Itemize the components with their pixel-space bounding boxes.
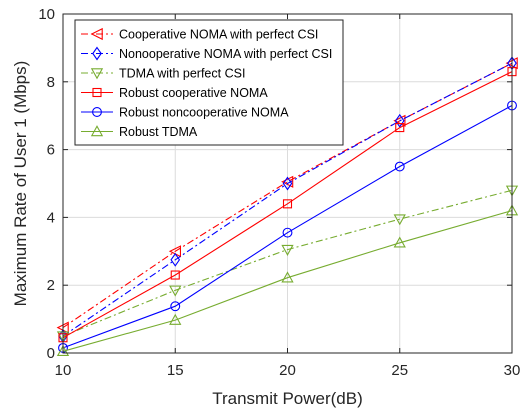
legend-item: Robust TDMA bbox=[81, 125, 198, 139]
data-point-marker bbox=[170, 252, 181, 267]
legend-item: Robust cooperative NOMA bbox=[81, 86, 268, 100]
series-line bbox=[62, 210, 513, 352]
data-point-marker bbox=[282, 199, 293, 209]
y-tick-label: 4 bbox=[47, 209, 55, 226]
data-point-marker bbox=[56, 344, 70, 357]
x-tick-label: 30 bbox=[504, 362, 521, 379]
y-tick-label: 2 bbox=[47, 277, 55, 294]
y-axis-label: Maximum Rate of User 1 (Mbps) bbox=[11, 61, 30, 307]
data-point-marker bbox=[169, 313, 182, 325]
data-point-marker bbox=[394, 161, 405, 172]
y-tick-label: 10 bbox=[38, 6, 55, 23]
x-tick-label: 15 bbox=[167, 362, 184, 379]
legend-item: Nonooperative NOMA with perfect CSI bbox=[81, 46, 332, 61]
x-tick-label: 25 bbox=[391, 362, 408, 379]
data-point-marker bbox=[394, 113, 405, 128]
data-point-marker bbox=[170, 270, 180, 280]
data-point-marker bbox=[170, 301, 181, 312]
legend-label: Robust noncooperative NOMA bbox=[119, 106, 289, 120]
series-line bbox=[62, 105, 513, 349]
data-point-marker bbox=[395, 123, 405, 133]
y-tick-label: 0 bbox=[47, 345, 55, 362]
data-point-marker bbox=[393, 214, 406, 226]
data-point-marker bbox=[169, 285, 182, 297]
legend-marker bbox=[90, 125, 104, 137]
data-point-marker bbox=[282, 227, 293, 238]
series-line bbox=[62, 62, 513, 337]
legend-item: TDMA with perfect CSI bbox=[81, 67, 245, 81]
legend-label: Cooperative NOMA with perfect CSI bbox=[119, 28, 318, 42]
data-point-marker bbox=[393, 236, 406, 248]
series-6 bbox=[56, 204, 519, 357]
series-line bbox=[62, 71, 513, 339]
legend-marker bbox=[92, 87, 102, 98]
x-axis-label: Transmit Power(dB) bbox=[212, 389, 363, 408]
legend-marker bbox=[92, 107, 102, 117]
series-line bbox=[62, 189, 513, 337]
legend-label: Nonooperative NOMA with perfect CSI bbox=[119, 47, 332, 61]
legend-box bbox=[74, 19, 344, 146]
data-point-marker bbox=[282, 176, 293, 191]
series-layer bbox=[56, 56, 519, 357]
legend-label: Robust cooperative NOMA bbox=[119, 86, 268, 100]
legend-marker bbox=[90, 68, 104, 80]
legend-item: Cooperative NOMA with perfect CSI bbox=[81, 28, 318, 42]
series-line bbox=[62, 62, 513, 329]
legend: Cooperative NOMA with perfect CSI Nonoope… bbox=[74, 19, 344, 146]
y-tick-label: 6 bbox=[47, 142, 55, 159]
legend-marker bbox=[92, 46, 102, 61]
y-tick-label: 8 bbox=[47, 74, 55, 91]
data-point-marker bbox=[281, 271, 294, 283]
x-tick-label: 20 bbox=[279, 362, 296, 379]
legend-label: Robust TDMA bbox=[119, 125, 198, 139]
legend-label: TDMA with perfect CSI bbox=[119, 67, 245, 81]
legend-item: Robust noncooperative NOMA bbox=[81, 106, 289, 120]
data-point-marker bbox=[281, 244, 294, 256]
x-tick-label: 10 bbox=[55, 362, 72, 379]
data-point-marker bbox=[281, 175, 294, 188]
axis-ticks: 10 15 20 25 30 0 2 4 6 8 10 bbox=[38, 6, 520, 379]
legend-marker bbox=[90, 27, 103, 41]
